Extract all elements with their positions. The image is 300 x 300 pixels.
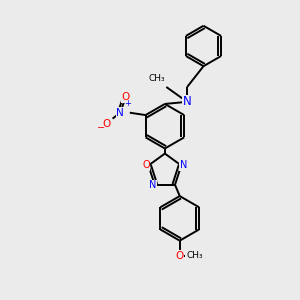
Text: N: N xyxy=(149,180,156,190)
Text: O: O xyxy=(142,160,150,170)
Text: N: N xyxy=(180,160,187,170)
Text: −: − xyxy=(97,123,105,133)
Text: CH₃: CH₃ xyxy=(186,251,203,260)
Text: CH₃: CH₃ xyxy=(148,74,165,83)
Text: O: O xyxy=(102,119,110,129)
Text: O: O xyxy=(122,92,130,102)
Text: O: O xyxy=(176,250,184,260)
Text: N: N xyxy=(183,95,191,108)
Text: +: + xyxy=(124,99,131,108)
Text: N: N xyxy=(116,108,124,118)
